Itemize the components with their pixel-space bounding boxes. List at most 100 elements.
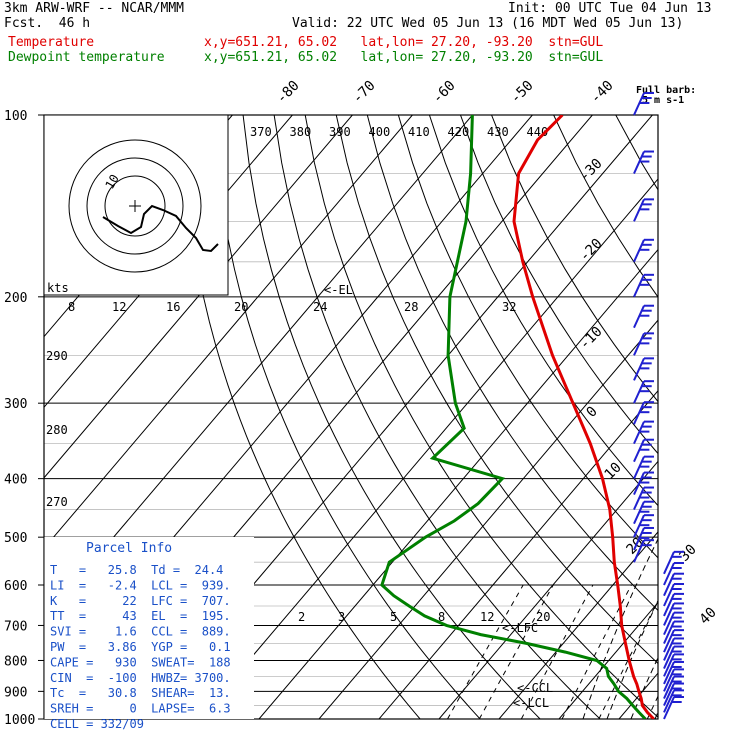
wind-barb-staff <box>663 593 675 617</box>
dry-adiabat-line <box>397 115 658 559</box>
isotherm-line <box>498 531 658 719</box>
isotherm-line <box>318 319 658 719</box>
parcel-info-row: PW = 3.86 YGP = 0.1 <box>50 640 231 654</box>
wind-barb <box>633 273 654 298</box>
parcel-info-title: Parcel Info <box>86 541 172 556</box>
wind-barb-staff <box>663 676 675 699</box>
pressure-tick-label: 800 <box>4 654 27 669</box>
lfc-marker: <-LFC <box>502 621 538 635</box>
theta-e-label: 400 <box>369 125 391 139</box>
wind-barb <box>633 420 654 445</box>
dewpoint-trace <box>380 115 647 719</box>
wind-barb <box>663 675 684 699</box>
isotherm-label: -80 <box>274 78 303 107</box>
wind-barb <box>633 471 654 495</box>
wind-barb-staff <box>663 638 675 661</box>
parcel-box-bg <box>44 537 254 719</box>
isotherm-line <box>679 115 740 719</box>
wind-barb <box>633 92 654 116</box>
wind-barb <box>633 539 654 563</box>
wind-barb-staff <box>633 92 645 116</box>
wind-barb-staff <box>663 646 675 669</box>
wind-barb-staff <box>633 332 645 356</box>
pressure-tick-label: 300 <box>4 397 27 412</box>
ccl-marker: <-CCL <box>517 681 553 695</box>
wind-barb <box>663 562 684 586</box>
isotherm-line <box>438 460 658 719</box>
wind-barb <box>633 500 654 525</box>
mixing-ratio-line <box>447 584 524 719</box>
dry-adiabat-line <box>242 115 541 719</box>
hodograph-speed-label: 32 <box>502 300 516 314</box>
isotherm-line <box>258 248 658 719</box>
wind-barb <box>633 514 654 538</box>
wind-barb-staff <box>663 653 675 677</box>
wind-barb <box>633 401 654 425</box>
wind-barb-staff <box>663 551 675 575</box>
wind-barb <box>663 689 684 713</box>
dry-adiabat-line <box>428 115 658 507</box>
wind-barb <box>663 637 684 661</box>
wind-barb-staff <box>663 583 675 607</box>
wind-barb-staff <box>633 514 645 538</box>
theta-e-label: 420 <box>448 125 470 139</box>
hodograph-speed-label: 16 <box>166 300 180 314</box>
theta-label: 270 <box>46 495 68 509</box>
hodograph-speed-label: 12 <box>112 300 126 314</box>
theta-label: 290 <box>46 349 68 363</box>
isotherm-label: -10 <box>577 324 606 353</box>
wind-barbs: Full barb:5 m s-1 <box>633 85 696 720</box>
moist-adiabat-line <box>582 537 658 719</box>
pressure-tick-label: 1000 <box>4 713 35 728</box>
hodograph-speed-label: 28 <box>404 300 418 314</box>
hodograph-ring-label: 10 <box>102 172 121 192</box>
mixing-ratio-label: 2 <box>298 610 305 624</box>
isotherm-line <box>44 115 413 550</box>
pressure-tick-label: 500 <box>4 531 27 546</box>
hodograph: 10 kts <box>43 114 229 296</box>
wind-barb-staff <box>663 562 675 586</box>
dry-adiabat-line <box>491 115 658 403</box>
wind-barb-staff <box>663 683 675 706</box>
isotherm-line <box>378 389 658 719</box>
wind-barb-staff <box>633 421 645 445</box>
wind-barb <box>663 696 684 720</box>
forecast-hour: Fcst. 46 h <box>4 16 91 31</box>
lcl-marker: <-LCL <box>513 696 549 710</box>
isotherm-label: -60 <box>430 78 459 107</box>
wind-barb-staff <box>633 527 645 551</box>
theta-e-label: 410 <box>408 125 430 139</box>
wind-barb <box>663 611 684 636</box>
mixing-ratio-label: 3 <box>338 610 345 624</box>
theta-e-label: 430 <box>487 125 509 139</box>
wind-barb-staff <box>633 198 645 222</box>
parcel-info-row: SVI = 1.6 CCL = 889. <box>50 625 231 639</box>
parcel-info-row: CAPE = 930 SWEAT= 188 <box>50 655 231 669</box>
init-time: Init: 00 UTC Tue 04 Jun 13 <box>508 1 712 16</box>
wind-barb-staff <box>663 629 675 653</box>
theta-label: 280 <box>46 423 68 437</box>
wind-barb <box>633 238 654 263</box>
hodograph-speed-label: 24 <box>313 300 327 314</box>
wind-barb <box>633 486 654 510</box>
wind-barb <box>663 592 684 617</box>
mixing-ratio-line <box>561 584 632 719</box>
temperature-trace <box>512 115 655 719</box>
isotherm-label: 30 <box>677 542 700 565</box>
isotherm-label: 0 <box>584 404 601 421</box>
parcel-info-row: TT = 43 EL = 195. <box>50 609 231 623</box>
plot-border <box>43 114 659 720</box>
dry-adiabat-line <box>273 115 601 719</box>
pressure-tick-label: 400 <box>4 473 27 488</box>
parcel-info-row: SREH = 0 LAPSE= 6.3 <box>50 702 231 716</box>
wind-barb <box>633 332 654 356</box>
sounding-traces <box>380 115 655 719</box>
isotherm-label: -30 <box>577 156 606 185</box>
pressure-tick-label: 200 <box>4 291 27 306</box>
hodograph-ring <box>68 139 202 273</box>
hodograph-units: kts <box>47 281 69 295</box>
wind-barb-staff <box>633 151 645 174</box>
mixing-ratio-line <box>520 584 594 719</box>
parcel-info-row: CELL = 332/09 <box>50 717 144 731</box>
